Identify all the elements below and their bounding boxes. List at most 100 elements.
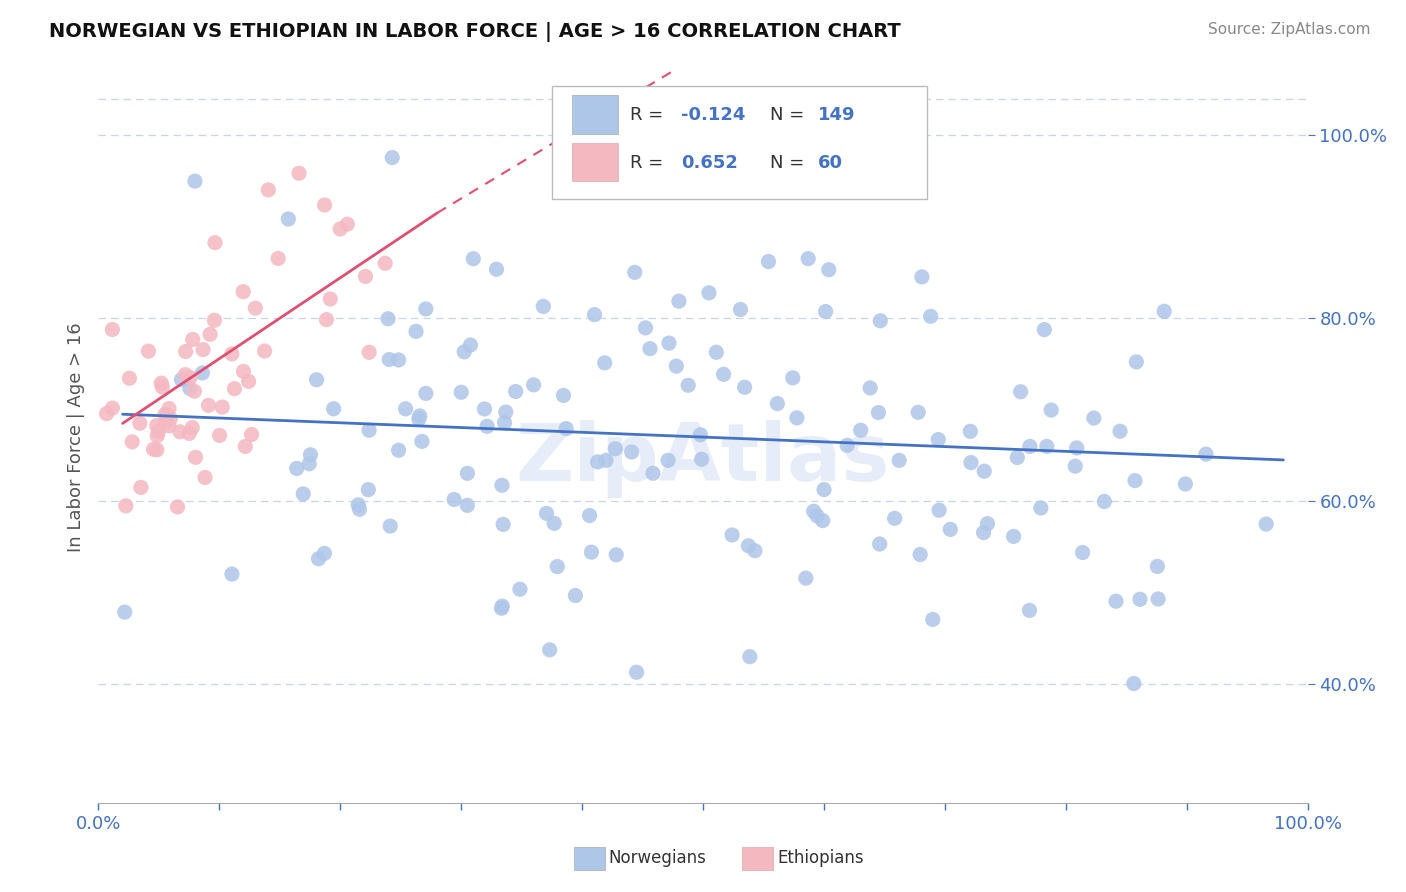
Point — [322, 401, 344, 416]
Point — [378, 352, 401, 367]
Point — [623, 265, 645, 279]
Point — [115, 499, 138, 513]
Point — [232, 364, 254, 378]
Point — [277, 211, 299, 226]
FancyBboxPatch shape — [551, 86, 927, 200]
Point — [388, 353, 411, 368]
Point — [1007, 450, 1029, 465]
Point — [388, 443, 411, 458]
Point — [121, 434, 143, 449]
Point — [546, 559, 568, 574]
Point — [1019, 439, 1042, 453]
Point — [960, 456, 983, 470]
Point — [803, 504, 825, 518]
Point — [564, 589, 586, 603]
Point — [976, 516, 998, 531]
Text: 0.652: 0.652 — [682, 153, 738, 172]
Point — [305, 373, 328, 387]
Point — [129, 480, 152, 494]
Point — [536, 507, 558, 521]
Point — [159, 411, 181, 425]
Point — [678, 154, 700, 169]
Point — [1092, 494, 1115, 508]
Point — [1109, 424, 1132, 438]
Point — [721, 528, 744, 542]
Text: 60: 60 — [818, 153, 842, 172]
Point — [96, 407, 118, 421]
Point — [405, 325, 427, 339]
Point — [411, 434, 433, 449]
Point — [194, 470, 217, 484]
Point — [1036, 439, 1059, 453]
Point — [150, 376, 173, 390]
Point — [817, 262, 839, 277]
Text: R =: R = — [630, 106, 669, 124]
Point — [381, 151, 404, 165]
Point — [1033, 323, 1056, 337]
Point — [336, 217, 359, 231]
Point — [357, 483, 380, 497]
Point — [973, 525, 995, 540]
Text: N =: N = — [769, 106, 810, 124]
Point — [657, 453, 679, 467]
Point — [170, 373, 193, 387]
Point — [814, 304, 837, 318]
Point — [354, 269, 377, 284]
Point — [377, 311, 399, 326]
Point — [349, 502, 371, 516]
Point — [1010, 384, 1032, 399]
Point — [837, 438, 859, 452]
Point — [409, 409, 432, 423]
Point — [730, 302, 752, 317]
Point — [184, 174, 207, 188]
Point — [208, 428, 231, 442]
Point — [634, 321, 657, 335]
Point — [1256, 516, 1278, 531]
Text: R =: R = — [630, 153, 669, 172]
Point — [883, 511, 905, 525]
Point — [578, 508, 600, 523]
Point — [475, 419, 498, 434]
Point — [184, 450, 207, 465]
Point — [869, 537, 891, 551]
Point — [543, 516, 565, 531]
Point — [174, 368, 197, 382]
Point — [1018, 603, 1040, 617]
Point — [920, 310, 942, 324]
Point — [450, 385, 472, 400]
Point — [204, 235, 226, 250]
Point — [292, 487, 315, 501]
Bar — [572, 143, 619, 181]
Point — [415, 386, 437, 401]
Point — [806, 508, 828, 523]
Point — [1123, 474, 1146, 488]
Point — [456, 467, 478, 481]
Text: Ethiopians: Ethiopians — [778, 849, 865, 867]
Point — [921, 612, 943, 626]
Point — [1147, 592, 1170, 607]
Point — [150, 380, 173, 394]
Point — [146, 442, 169, 457]
Point — [181, 420, 204, 434]
Point — [267, 252, 290, 266]
Point — [1083, 411, 1105, 425]
Point — [1066, 441, 1088, 455]
Point — [744, 543, 766, 558]
Point — [359, 345, 381, 359]
Point — [221, 567, 243, 582]
Point — [1002, 529, 1025, 543]
Point — [869, 314, 891, 328]
Point — [509, 582, 531, 597]
Point — [1071, 545, 1094, 559]
Point — [868, 405, 890, 419]
Y-axis label: In Labor Force | Age > 16: In Labor Force | Age > 16 — [66, 322, 84, 552]
Point — [157, 401, 180, 416]
Point — [314, 198, 336, 212]
Point — [157, 418, 180, 433]
Point — [408, 412, 430, 426]
Point — [811, 514, 834, 528]
Point — [315, 312, 337, 326]
Point — [794, 571, 817, 585]
Point — [665, 359, 688, 373]
Text: Norwegians: Norwegians — [609, 849, 707, 867]
